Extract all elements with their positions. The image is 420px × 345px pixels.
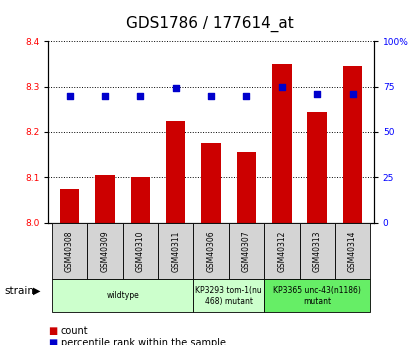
Point (208, 93, 215, 99)
Text: strain: strain (4, 286, 34, 296)
Point (137, 93, 144, 99)
Text: GSM40311: GSM40311 (171, 230, 180, 272)
Text: GSM40314: GSM40314 (348, 230, 357, 272)
Text: ▶: ▶ (33, 286, 40, 296)
Point (172, 86, 179, 91)
Text: GSM40312: GSM40312 (277, 230, 286, 272)
Bar (166, 121, 185, 223)
Text: GSM40313: GSM40313 (313, 230, 322, 272)
Bar (95, 175, 115, 223)
Text: GSM40309: GSM40309 (100, 230, 109, 272)
Text: ■: ■ (48, 326, 58, 336)
Text: GSM40306: GSM40306 (207, 230, 215, 272)
Text: GSM40310: GSM40310 (136, 230, 145, 272)
Text: KP3365 unc-43(n1186)
mutant: KP3365 unc-43(n1186) mutant (273, 286, 361, 306)
Point (278, 84, 285, 89)
Bar (237, 152, 256, 223)
Bar (343, 66, 362, 223)
Text: GSM40308: GSM40308 (65, 230, 74, 272)
Point (102, 93, 108, 99)
Bar (60, 189, 79, 223)
Point (243, 93, 250, 99)
Text: count: count (61, 326, 89, 336)
Point (349, 91, 356, 97)
Point (66, 93, 73, 99)
Text: GSM40307: GSM40307 (242, 230, 251, 272)
Point (314, 91, 320, 97)
Bar (272, 64, 291, 223)
Text: percentile rank within the sample: percentile rank within the sample (61, 338, 226, 345)
Bar (131, 177, 150, 223)
Text: GDS1786 / 177614_at: GDS1786 / 177614_at (126, 16, 294, 32)
Bar (201, 143, 221, 223)
Text: wildtype: wildtype (106, 291, 139, 300)
Bar (307, 111, 327, 223)
Text: KP3293 tom-1(nu
468) mutant: KP3293 tom-1(nu 468) mutant (195, 286, 262, 306)
Text: ■: ■ (48, 338, 58, 345)
